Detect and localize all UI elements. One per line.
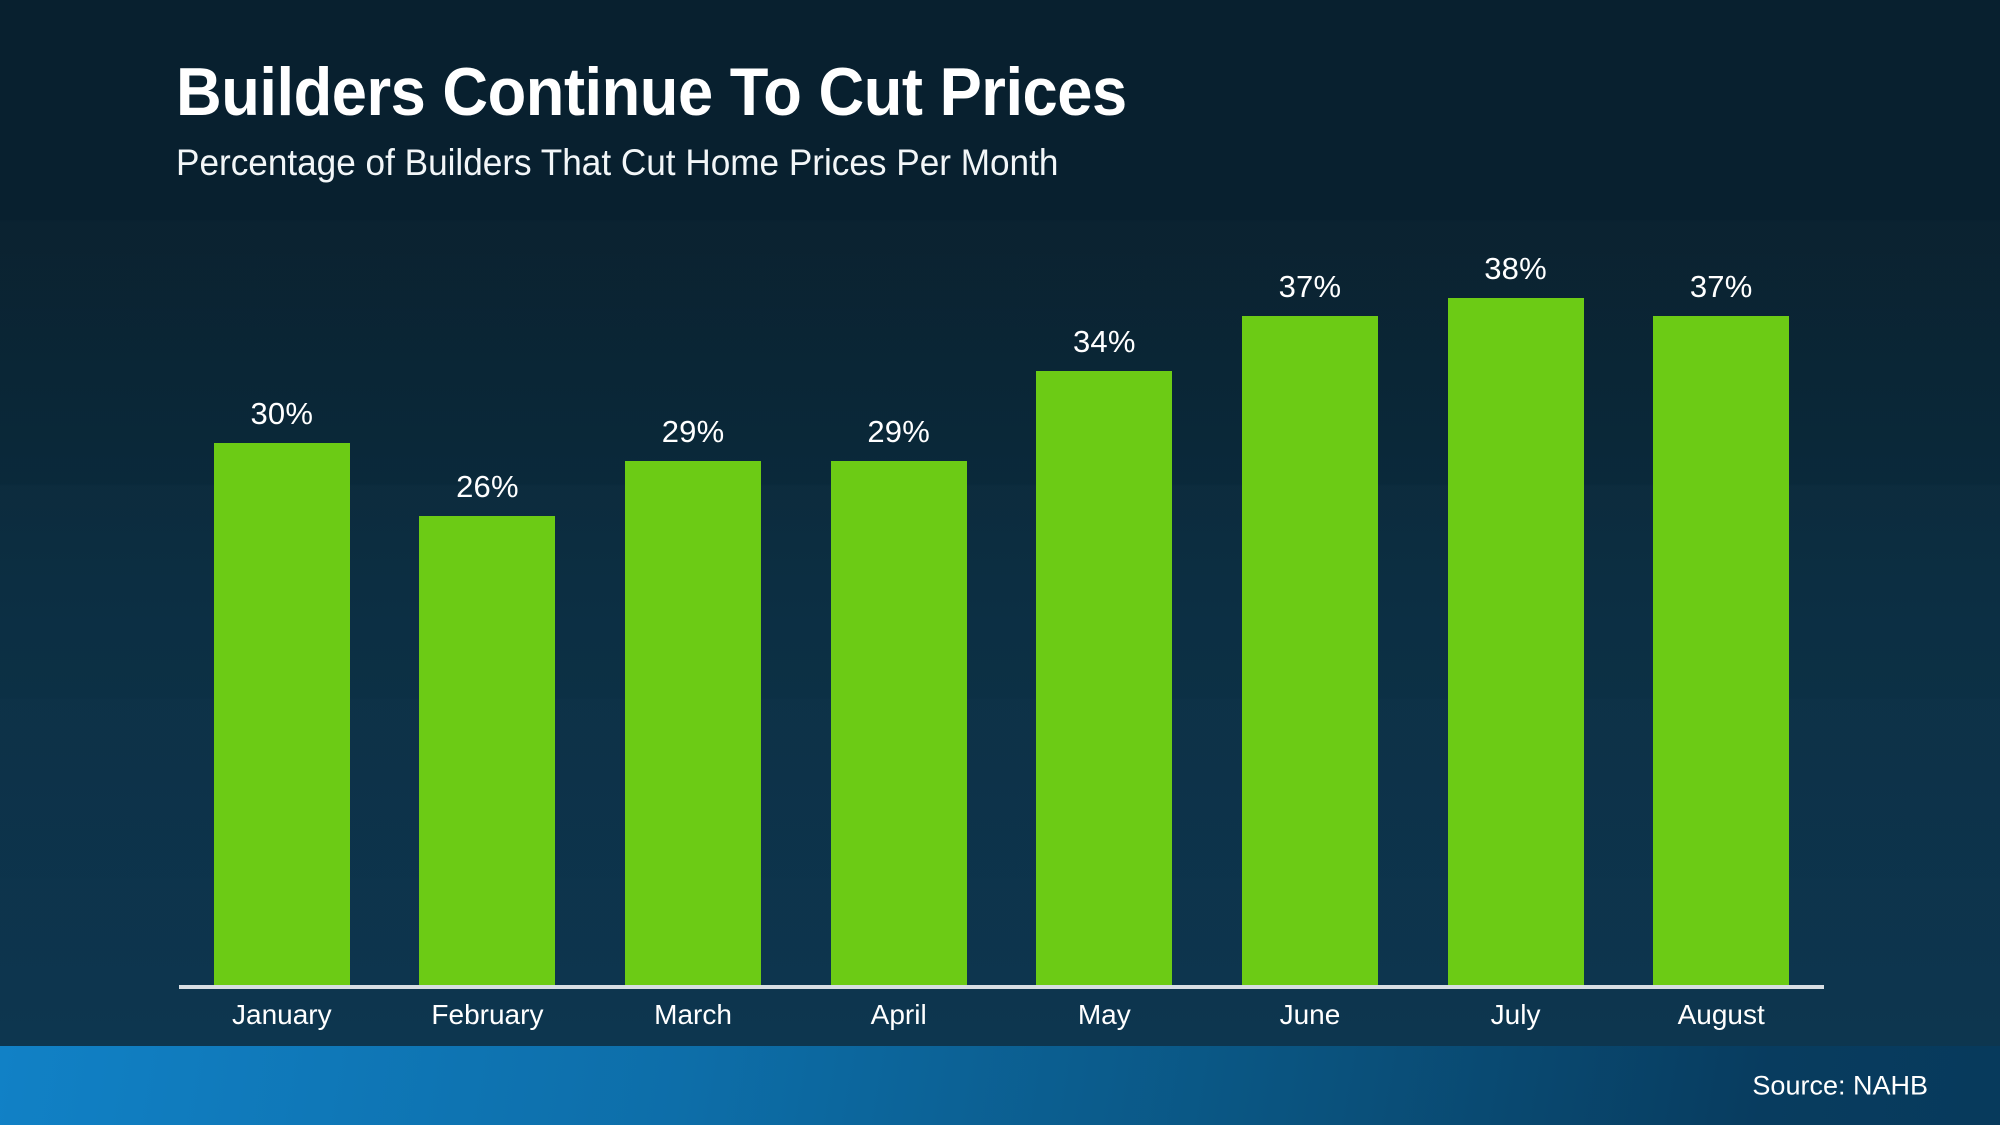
x-axis-label-march: March — [654, 999, 732, 1030]
bar-chart: 30% 26% 29% 29% 34% 37% 38% 37% — [179, 250, 1824, 987]
page-title: Builders Continue To Cut Prices — [176, 54, 1127, 130]
bar-group-february: 26% — [385, 250, 591, 987]
x-axis-label-july: July — [1490, 999, 1541, 1030]
bar-value-label: 29% — [867, 414, 931, 450]
bar — [1447, 298, 1584, 987]
x-axis-label-april: April — [870, 999, 927, 1030]
bar-group-august: 37% — [1618, 250, 1824, 987]
bar-value-label: 37% — [1278, 269, 1342, 305]
bar-group-march: 29% — [590, 250, 796, 987]
bar-group-july: 38% — [1413, 250, 1619, 987]
x-axis-label-january: January — [232, 999, 332, 1030]
bar — [1241, 316, 1378, 987]
bar — [1036, 370, 1173, 987]
bar-group-june: 37% — [1207, 250, 1413, 987]
x-axis-labels: January February March April May June July Augu… — [179, 999, 1824, 1031]
bar — [830, 461, 967, 987]
footer-bar: Source: NAHB — [0, 1046, 2000, 1125]
x-axis-line — [179, 985, 1824, 989]
bar — [419, 515, 556, 987]
x-axis-label-august: August — [1677, 999, 1765, 1030]
bar-group-january: 30% — [179, 250, 385, 987]
bar-group-april: 29% — [796, 250, 1002, 987]
x-axis-label-june: June — [1279, 999, 1341, 1030]
x-axis-label-may: May — [1077, 999, 1131, 1030]
bar-group-may: 34% — [1002, 250, 1208, 987]
bar-value-label: 34% — [1072, 323, 1136, 359]
bar-value-label: 38% — [1484, 251, 1547, 286]
bar — [1653, 316, 1790, 987]
title-block: Builders Continue To Cut Prices Percenta… — [176, 58, 1198, 181]
bar-value-label: 29% — [661, 414, 725, 450]
page-subtitle: Percentage of Builders That Cut Home Pri… — [176, 142, 1059, 183]
bar-value-label: 30% — [250, 396, 314, 432]
bar-value-label: 37% — [1689, 269, 1753, 305]
bar — [625, 461, 762, 987]
x-axis-label-february: February — [431, 999, 544, 1030]
bar — [213, 443, 350, 987]
source-label: Source: NAHB — [1752, 1070, 1928, 1100]
bar-series: 30% 26% 29% 29% 34% 37% 38% 37% — [179, 250, 1824, 987]
bar-value-label: 26% — [456, 468, 519, 504]
